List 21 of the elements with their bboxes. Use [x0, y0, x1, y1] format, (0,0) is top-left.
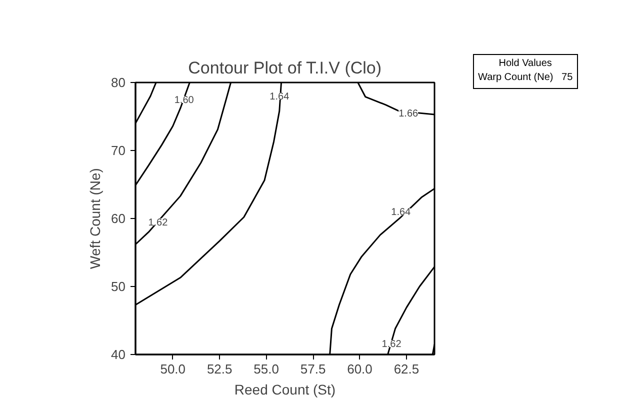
annotation: 1.66: [398, 108, 419, 120]
x-tick-label: 62.5: [394, 362, 420, 376]
annotation: 1.62: [148, 217, 168, 228]
x-tick-label: 60.0: [347, 362, 372, 376]
annotation: 1.62: [382, 339, 402, 350]
annotation: 1.60: [174, 95, 194, 106]
annotation: 1.64: [270, 92, 290, 103]
x-tick-label: 52.5: [206, 362, 232, 376]
chart-title: Contour Plot of T.I.V (Clo): [188, 58, 382, 78]
y-tick-label: 60: [111, 211, 126, 226]
x-tick-label: 50.0: [160, 362, 186, 376]
annotation: 1.64: [391, 207, 412, 218]
y-tick-label: 50: [111, 279, 126, 294]
x-tick-label: 55.0: [254, 362, 279, 376]
y-tick-label: 80: [111, 75, 126, 90]
text: Hold Values Warp Count (Ne) 75: [478, 57, 573, 86]
x-tick-label: 57.5: [300, 362, 326, 376]
x-axis-title: Reed Count (St): [234, 382, 336, 398]
y-axis-title: Weft Count (Ne): [87, 168, 104, 269]
y-tick-label: 70: [111, 143, 126, 158]
y-tick-label: 40: [111, 347, 126, 362]
